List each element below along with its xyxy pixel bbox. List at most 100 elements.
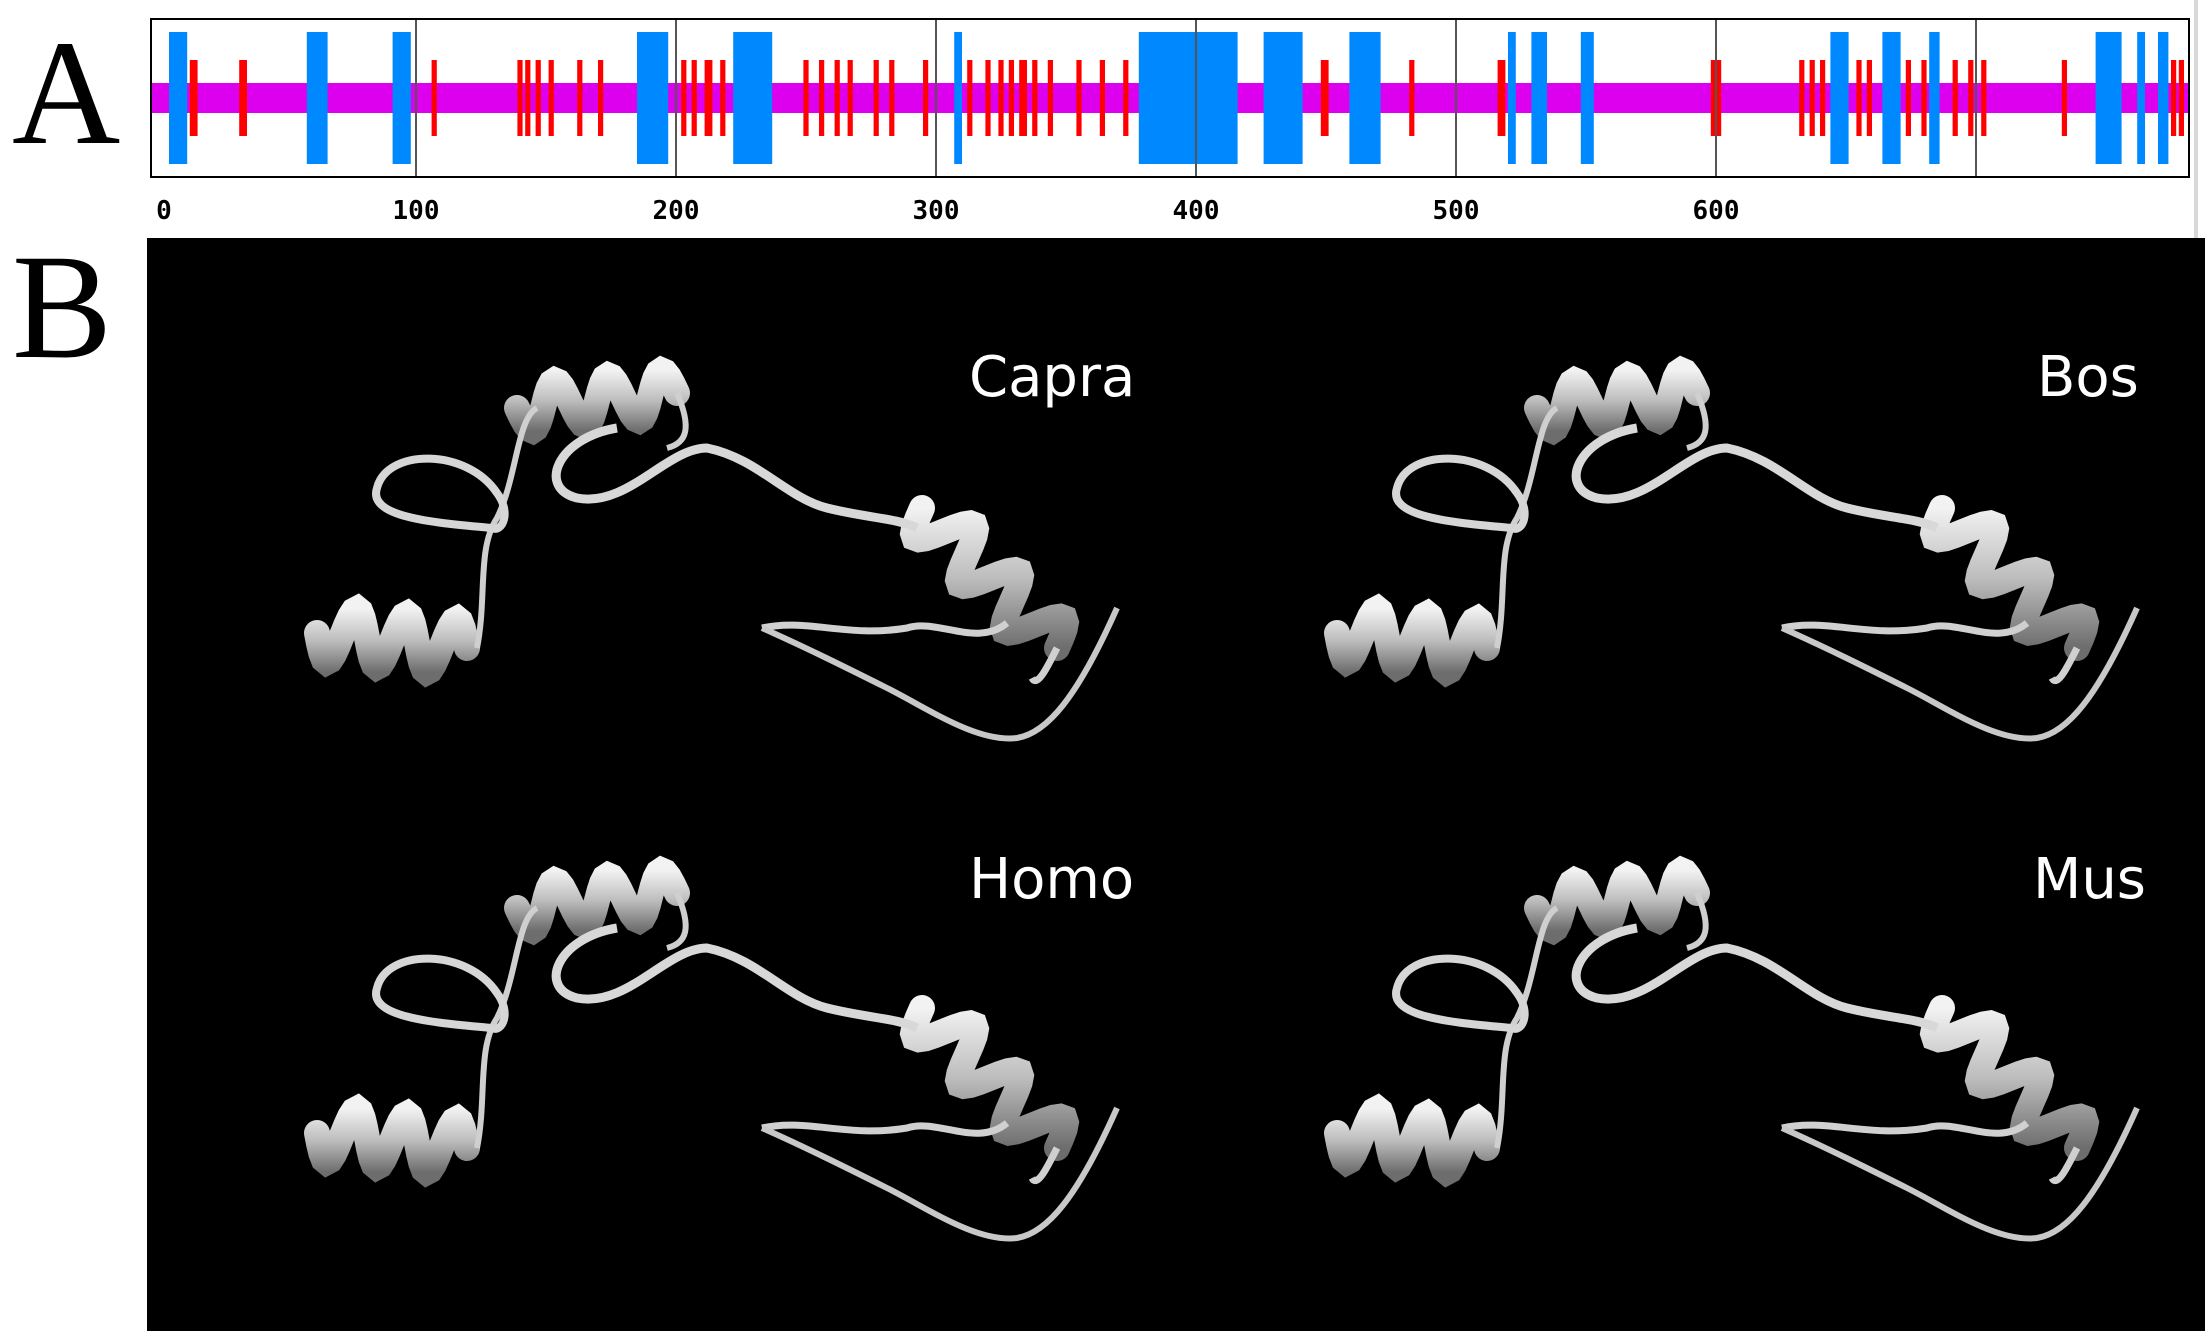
protein-ribbon	[304, 855, 1120, 1242]
blue-segment	[1830, 32, 1849, 164]
tick-label: 100	[392, 196, 440, 226]
red-segment	[431, 60, 437, 136]
loop-strand	[372, 454, 509, 533]
loop-strand	[1686, 391, 1709, 451]
protein-ribbon	[304, 355, 1120, 742]
helix-ribbon	[1324, 593, 1500, 688]
red-segment	[1968, 60, 1974, 136]
loop-strand	[1780, 1106, 2140, 1242]
red-segment	[681, 60, 687, 136]
loop-strand	[551, 923, 920, 1033]
loop-strand	[1494, 405, 1559, 649]
helix-ribbon	[504, 855, 690, 946]
red-segment	[577, 60, 583, 136]
red-segment	[1008, 60, 1014, 136]
helix-ribbon	[1524, 855, 1710, 946]
red-segment	[1905, 60, 1911, 136]
label-homo: Homo	[969, 847, 1135, 912]
red-segment	[239, 60, 247, 136]
blue-segment	[733, 32, 773, 164]
structure-homo	[304, 855, 1120, 1242]
red-segment	[1921, 60, 1927, 136]
red-segment	[985, 60, 991, 136]
red-segment	[1952, 60, 1958, 136]
loop-strand	[1686, 891, 1709, 951]
loop-strand	[1571, 923, 1940, 1033]
red-segment	[189, 60, 198, 136]
protein-ribbon	[1324, 355, 2140, 742]
red-segment	[598, 60, 604, 136]
structure-capra	[304, 355, 1120, 742]
structure-bos	[1324, 355, 2140, 742]
red-segment	[2171, 60, 2177, 136]
red-segment	[847, 60, 853, 136]
red-segment	[548, 60, 554, 136]
helix-ribbon	[304, 1093, 480, 1188]
red-segment	[923, 60, 929, 136]
red-segment	[525, 60, 531, 136]
loop-strand	[1571, 423, 1940, 533]
tick-label: 200	[652, 196, 700, 226]
tick-label: 400	[1172, 196, 1220, 226]
loop-strand	[760, 1106, 1120, 1242]
tick-label: 300	[912, 196, 960, 226]
blue-segment	[1349, 32, 1381, 164]
red-segment	[1076, 60, 1082, 136]
label-capra: Capra	[969, 345, 1136, 410]
blue-segment	[1508, 32, 1516, 164]
red-segment	[998, 60, 1004, 136]
red-segment	[1497, 60, 1506, 136]
helix-ribbon	[899, 995, 1080, 1161]
blue-segment	[1263, 32, 1303, 164]
red-segment	[1981, 60, 1987, 136]
panel-a-divider	[2194, 0, 2198, 240]
protein-ribbon	[1324, 855, 2140, 1242]
red-segment	[1047, 60, 1053, 136]
loop-strand	[761, 1120, 1061, 1184]
label-bos: Bos	[2037, 345, 2139, 410]
helix-ribbon	[1324, 1093, 1500, 1188]
red-segment	[1320, 60, 1329, 136]
loop-strand	[474, 405, 539, 649]
red-segment	[2178, 60, 2184, 136]
helix-ribbon	[304, 593, 480, 688]
structure-mus	[1324, 855, 2140, 1242]
blue-segment	[1138, 32, 1238, 164]
loop-strand	[1494, 905, 1559, 1149]
helix-ribbon	[1919, 495, 2100, 661]
loop-strand	[760, 606, 1120, 742]
red-segment	[834, 60, 840, 136]
red-segment	[1019, 60, 1027, 136]
blue-segment	[2095, 32, 2122, 164]
panel-b-letter: B	[12, 224, 113, 390]
loop-strand	[666, 891, 689, 951]
loop-strand	[1781, 620, 2081, 684]
sequence-ruler: 0 100 200 300 400 500 600	[150, 196, 2190, 236]
loop-strand	[551, 423, 920, 533]
red-segment	[1123, 60, 1129, 136]
sequence-track-plot	[152, 20, 2188, 176]
blue-segment	[1929, 32, 1940, 164]
panel-a-letter: A	[12, 10, 121, 176]
loop-strand	[1780, 606, 2140, 742]
red-segment	[1856, 60, 1862, 136]
red-segment	[720, 60, 726, 136]
loop-strand	[666, 391, 689, 451]
red-segment	[803, 60, 809, 136]
blue-segment	[2137, 32, 2145, 164]
helix-ribbon	[1919, 995, 2100, 1161]
blue-segment	[1882, 32, 1901, 164]
loop-strand	[1392, 454, 1529, 533]
blue-segment	[637, 32, 669, 164]
red-segment	[1809, 60, 1815, 136]
loop-strand	[1781, 1120, 2081, 1184]
red-segment	[1866, 60, 1872, 136]
red-segment	[704, 60, 713, 136]
red-segment	[1820, 60, 1826, 136]
red-segment	[1409, 60, 1415, 136]
loop-strand	[474, 905, 539, 1149]
blue-segment	[392, 32, 411, 164]
blue-segment	[169, 32, 188, 164]
red-segment	[517, 60, 523, 136]
red-segment	[1032, 60, 1038, 136]
